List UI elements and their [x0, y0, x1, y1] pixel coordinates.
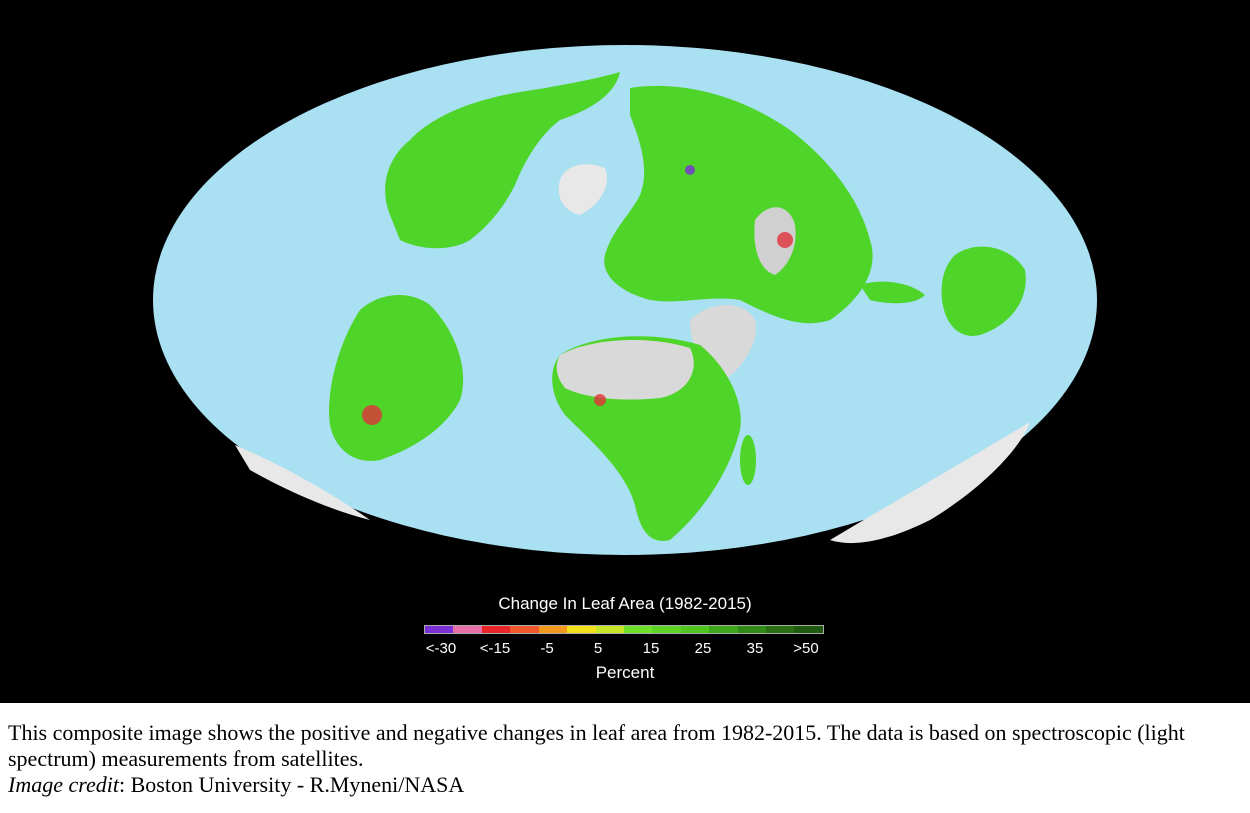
caption-text: This composite image shows the positive …	[8, 720, 1185, 771]
legend-swatch	[481, 626, 511, 633]
landmass-sahara	[556, 339, 694, 400]
legend-swatch	[595, 626, 624, 633]
legend-tick: >50	[793, 640, 819, 657]
legend-swatch	[709, 626, 738, 633]
landmass-australia	[941, 246, 1026, 336]
landmass-south-america	[329, 294, 464, 461]
credit-label: Image credit	[8, 772, 119, 797]
landmass-north-america	[385, 72, 620, 249]
decline-patch	[777, 232, 793, 248]
legend-swatch	[737, 626, 767, 633]
legend-tick: <-15	[479, 640, 511, 657]
legend-tick: 35	[746, 640, 764, 657]
legend-swatch	[623, 626, 653, 633]
legend-tick: 5	[593, 640, 603, 657]
leaf-area-map-figure: Change In Leaf Area (1982-2015) <-30 <-15…	[0, 0, 1250, 703]
figure-caption: This composite image shows the positive …	[8, 720, 1248, 798]
legend-title: Change In Leaf Area (1982-2015)	[498, 594, 752, 613]
legend-swatch	[794, 626, 823, 633]
legend-unit-label: Percent	[595, 663, 655, 682]
legend-tick: <-30	[425, 640, 457, 657]
legend-swatch	[652, 626, 681, 633]
landmass-antarctica-west	[235, 445, 370, 520]
credit-value: : Boston University - R.Myneni/NASA	[118, 772, 465, 797]
legend-tick: -5	[540, 640, 554, 657]
world-map	[153, 45, 1097, 555]
legend-swatch	[453, 626, 482, 633]
decline-patch	[685, 165, 695, 175]
decline-patch	[594, 394, 606, 406]
landmass-greenland	[558, 164, 608, 215]
landmass-eurasia	[604, 85, 873, 324]
legend-tick: 15	[642, 640, 660, 657]
legend-swatch	[510, 626, 539, 633]
landmass-central-asia-highlands	[754, 207, 796, 275]
image-credit: Image credit: Boston University - R.Myne…	[8, 772, 1248, 798]
legend-swatch	[425, 626, 454, 633]
legend-swatch	[766, 626, 795, 633]
legend-color-bar	[424, 625, 824, 634]
legend-swatch	[680, 626, 710, 633]
landmass-southeast-asia	[860, 281, 925, 304]
legend-tick-labels: <-30 <-15 -5 5 15 25 35 >50	[0, 640, 1250, 660]
landmass-madagascar	[740, 435, 756, 485]
decline-patch	[362, 405, 382, 425]
legend-swatch	[538, 626, 568, 633]
legend-tick: 25	[694, 640, 712, 657]
legend-swatch	[567, 626, 596, 633]
landmass-antarctica-east	[830, 422, 1030, 544]
